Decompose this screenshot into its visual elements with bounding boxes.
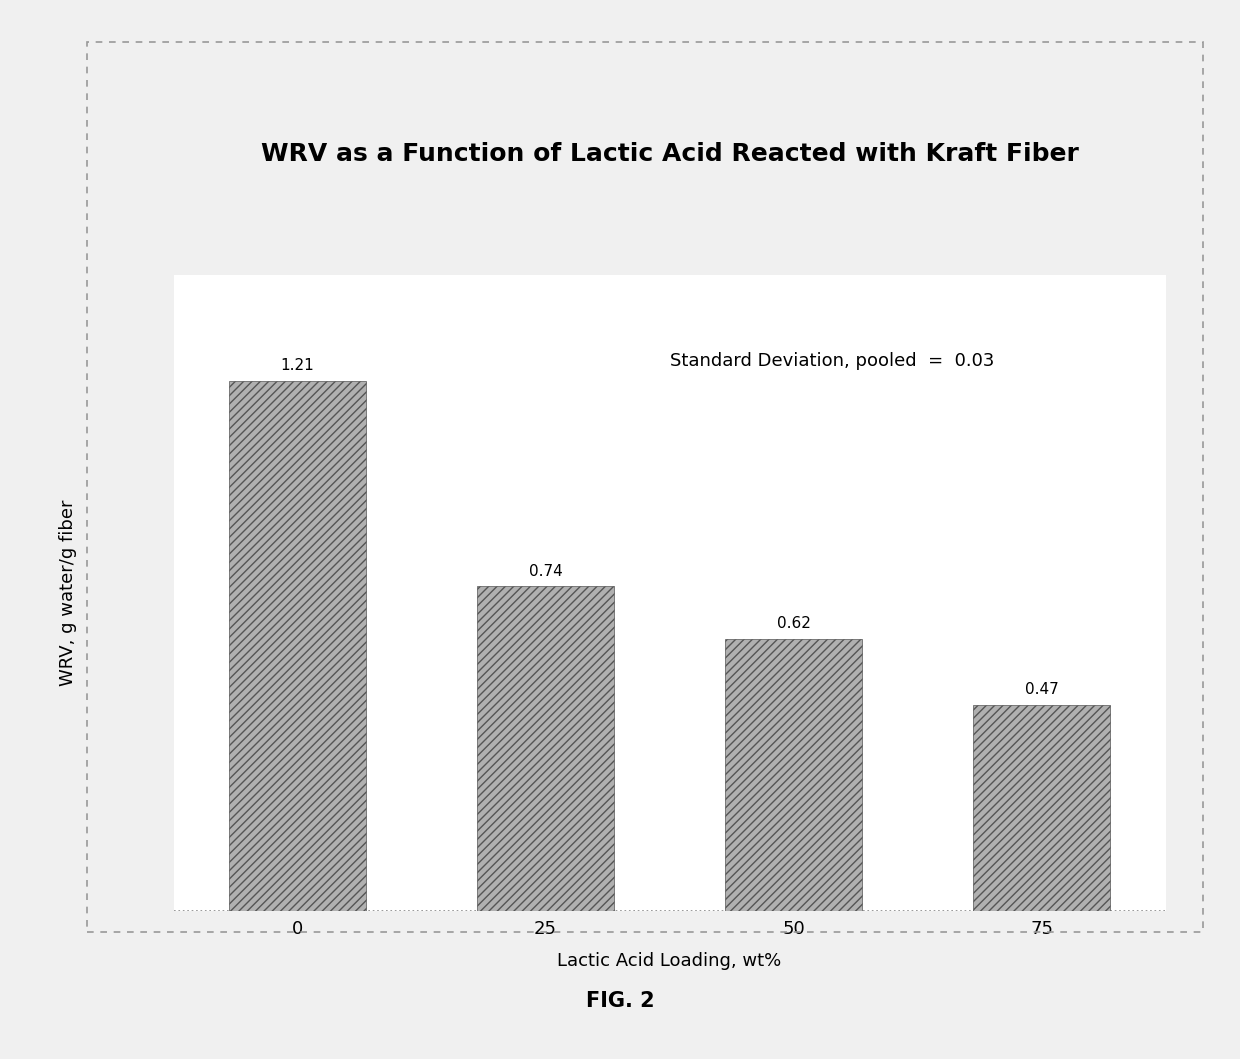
Text: WRV as a Function of Lactic Acid Reacted with Kraft Fiber: WRV as a Function of Lactic Acid Reacted… [260,142,1079,165]
Text: 0.74: 0.74 [528,563,563,578]
Bar [725,639,862,911]
Text: 0.47: 0.47 [1024,682,1059,697]
Text: 1.21: 1.21 [280,358,315,373]
Bar [229,380,366,911]
Text: FIG. 2: FIG. 2 [585,991,655,1010]
Text: 0.62: 0.62 [776,616,811,631]
Bar [973,705,1110,911]
Text: Standard Deviation, pooled  =  0.03: Standard Deviation, pooled = 0.03 [670,352,994,370]
Text: WRV, g water/g fiber: WRV, g water/g fiber [60,500,77,686]
Bar [477,587,614,911]
X-axis label: Lactic Acid Loading, wt%: Lactic Acid Loading, wt% [558,952,781,970]
